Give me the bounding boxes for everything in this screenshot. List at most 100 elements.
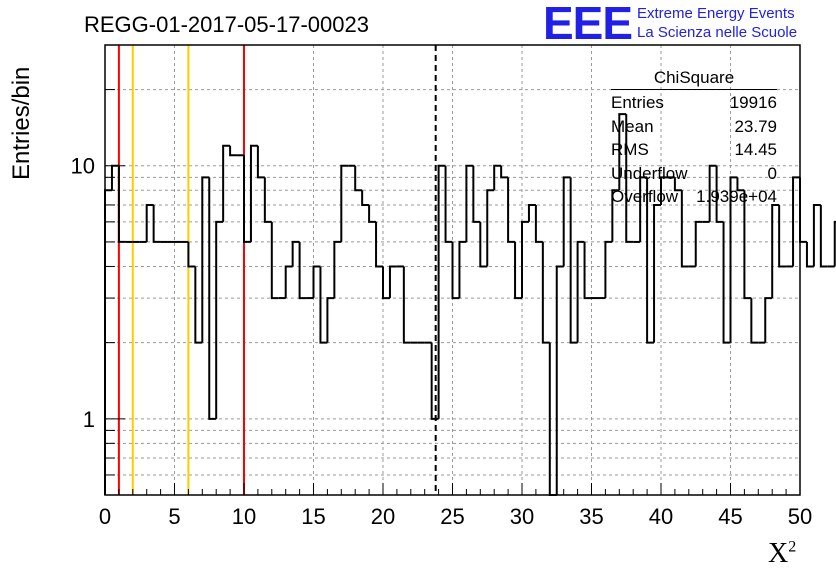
histogram-bin — [256, 145, 265, 179]
marker-lines — [117, 45, 437, 495]
stats-value: 0 — [767, 163, 777, 183]
histogram-bin — [694, 220, 703, 267]
histogram-bin — [792, 176, 800, 267]
histogram-bin — [521, 220, 529, 299]
eee-logo: EEE — [543, 0, 633, 49]
histogram-bin — [444, 165, 453, 243]
histogram-bin — [472, 165, 481, 223]
histogram-bin — [187, 241, 196, 268]
histogram-bin — [270, 221, 279, 300]
histogram-bin — [458, 240, 467, 299]
eee-caption-line1: Extreme Energy Events — [637, 5, 795, 22]
histogram-bin — [145, 203, 154, 242]
chart-title: REGG-01-2017-05-17-00023 — [84, 12, 369, 37]
histogram-bin — [368, 204, 377, 223]
histogram-bin — [382, 266, 390, 300]
histogram-bin — [715, 165, 724, 223]
histogram-bin — [479, 221, 488, 268]
histogram-bin — [375, 221, 383, 268]
histogram-bin — [117, 165, 126, 243]
histogram-bin — [110, 164, 119, 191]
histogram-bin — [222, 144, 231, 222]
x-tick-label: 15 — [301, 504, 325, 529]
stats-value: 23.79 — [734, 116, 777, 136]
stats-value: 19916 — [729, 93, 777, 112]
histogram-bin — [263, 177, 272, 223]
histogram-bin — [680, 190, 689, 268]
histogram-bin — [326, 297, 335, 343]
histogram-bin — [500, 165, 509, 179]
histogram-bin — [611, 189, 620, 242]
histogram-bin — [291, 240, 300, 267]
stats-label: Mean — [611, 116, 654, 136]
histogram-bin — [243, 155, 251, 243]
histogram-bin — [249, 144, 258, 242]
histogram-bin — [229, 145, 238, 157]
histogram-bin — [771, 203, 780, 299]
x-axis-label: X2 — [768, 538, 796, 570]
histogram-bin — [333, 240, 342, 299]
histogram-bin — [298, 241, 307, 300]
x-tick-label: 25 — [440, 504, 464, 529]
x-axis-label-text: X — [768, 538, 789, 569]
histogram-bin — [833, 220, 836, 267]
histogram-bin — [639, 176, 648, 242]
histogram-bin — [799, 177, 807, 243]
histogram-bin — [646, 177, 655, 344]
stats-row-overflow: Overflow 1.939e+04 — [611, 187, 777, 211]
eee-caption: Extreme Energy Events La Scienza nelle S… — [637, 4, 797, 42]
x-tick-label: 5 — [168, 504, 180, 529]
histogram-bin — [514, 241, 522, 300]
histogram-bin — [569, 177, 578, 344]
histogram-bin — [729, 176, 738, 343]
histogram-bin — [764, 297, 773, 343]
histogram-bin — [625, 114, 634, 243]
histogram-bin — [430, 342, 439, 420]
histogram-bin — [451, 241, 460, 300]
histogram-bin — [340, 164, 349, 242]
y-tick-label: 10 — [71, 154, 95, 179]
histogram-bin — [402, 266, 411, 344]
histogram-bin — [604, 240, 613, 299]
x-axis-label-exponent: 2 — [788, 538, 797, 556]
stats-row-entries: Entries 19916 — [611, 93, 777, 117]
histogram-bin — [583, 241, 592, 300]
x-tick-label: 0 — [99, 504, 111, 529]
histogram-bin — [618, 113, 627, 191]
x-tick-label: 35 — [579, 504, 603, 529]
histogram-bin — [736, 177, 745, 192]
stats-row-underflow: Underflow 0 — [611, 164, 777, 188]
histogram-bin — [208, 177, 217, 420]
histogram-bin — [812, 203, 821, 267]
stats-label: Underflow — [611, 163, 688, 183]
x-tick-label: 30 — [510, 504, 534, 529]
histogram-bin — [354, 165, 363, 192]
stats-value: 1.939e+04 — [696, 187, 777, 206]
y-axis-label: Entries/bin — [8, 66, 35, 180]
histogram-bin — [576, 240, 585, 343]
histogram-bin — [361, 190, 370, 206]
histogram-bin — [507, 177, 516, 243]
histogram-bin — [743, 190, 752, 300]
histogram-bin — [527, 203, 536, 222]
histogram-bin — [819, 204, 828, 268]
histogram-bin — [805, 241, 814, 268]
histogram-bin — [750, 298, 759, 344]
histogram-bin — [778, 204, 787, 268]
histogram-bin — [493, 164, 502, 191]
stats-label: Overflow — [611, 187, 679, 206]
histogram-bin — [215, 220, 224, 419]
histogram-bin — [562, 176, 571, 267]
histogram-bin — [312, 265, 321, 299]
stats-box-title: ChiSquare — [611, 68, 777, 90]
histogram-bin — [534, 204, 543, 243]
y-tick-label: 1 — [83, 407, 95, 432]
histogram-bin — [319, 266, 328, 344]
x-tick-label: 45 — [718, 504, 742, 529]
stats-label: Entries — [611, 93, 664, 112]
axis-ticks — [104, 89, 801, 495]
histogram-bin — [152, 204, 161, 243]
histogram-bin — [284, 265, 293, 299]
stats-row-rms: RMS 14.45 — [611, 140, 777, 164]
